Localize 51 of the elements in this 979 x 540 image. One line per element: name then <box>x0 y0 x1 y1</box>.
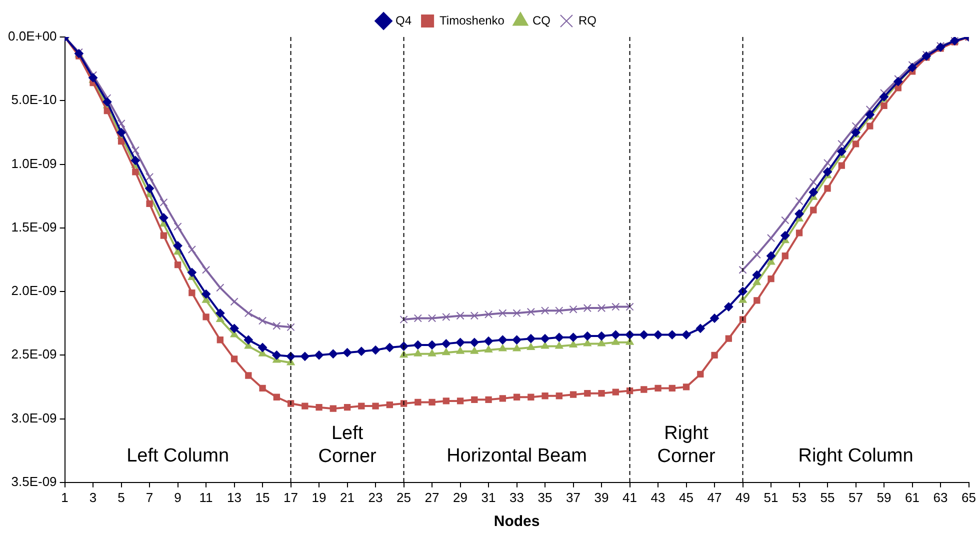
legend-label: Timoshenko <box>440 13 505 28</box>
y-tick-label: 3.0E-09 <box>11 410 57 426</box>
x-tick-label: 23 <box>368 490 383 505</box>
x-tick-label: 57 <box>848 490 864 505</box>
annotation: Right Column <box>798 446 914 467</box>
x-tick-label: 1 <box>61 490 68 505</box>
x-tick-label: 11 <box>199 490 213 505</box>
x-tick-label: 35 <box>538 490 552 505</box>
x-tick-label: 19 <box>312 490 326 505</box>
x-tick-label: 49 <box>736 490 750 505</box>
x-tick-label: 53 <box>792 490 807 505</box>
annotation: Right Corner <box>657 423 716 468</box>
x-tick-label: 39 <box>594 490 609 505</box>
y-tick-label: 3.5E-09 <box>11 474 57 489</box>
legend-label: Q4 <box>396 13 412 28</box>
legend-label: RQ <box>578 13 596 28</box>
x-tick-label: 33 <box>510 490 524 505</box>
x-tick-label: 51 <box>764 490 778 505</box>
y-tick-label: 1.0E-09 <box>11 156 57 171</box>
x-tick-label: 37 <box>566 490 581 505</box>
x-tick-label: 65 <box>962 490 976 505</box>
y-tick-label: 1.5E-09 <box>11 219 57 234</box>
x-tick-label: 31 <box>481 490 496 505</box>
x-tick-label: 43 <box>650 490 666 505</box>
x-tick-label: 63 <box>933 490 948 505</box>
x-tick-label: 25 <box>396 490 412 505</box>
x-tick-label: 27 <box>424 490 440 505</box>
annotation: Left Column <box>126 446 230 467</box>
annotation: Left Corner <box>318 423 377 468</box>
y-tick-label: 2.5E-09 <box>11 346 57 362</box>
annotation: Horizontal Beam <box>446 446 588 467</box>
x-tick-label: 9 <box>174 490 182 505</box>
x-tick-label: 29 <box>453 490 468 505</box>
x-tick-label: 21 <box>340 490 355 505</box>
x-tick-label: 55 <box>820 490 835 505</box>
x-tick-label: 47 <box>707 490 722 505</box>
x-tick-label: 13 <box>227 490 242 505</box>
x-tick-label: 61 <box>905 490 920 505</box>
x-tick-label: 3 <box>89 490 97 505</box>
x-tick-label: 7 <box>146 490 154 505</box>
x-tick-label: 45 <box>679 490 694 505</box>
x-tick-label: 5 <box>118 490 125 505</box>
y-tick-label: 0.0E+00 <box>8 28 57 44</box>
y-tick-label: 5.0E-10 <box>11 92 57 108</box>
y-tick-label: 2.0E-09 <box>11 283 57 298</box>
x-tick-label: 59 <box>876 490 892 505</box>
x-tick-label: 17 <box>284 490 298 505</box>
x-tick-label: 41 <box>622 490 638 505</box>
legend-label: CQ <box>532 13 550 28</box>
x-axis-title: Nodes <box>494 513 540 530</box>
x-tick-label: 15 <box>255 490 270 505</box>
